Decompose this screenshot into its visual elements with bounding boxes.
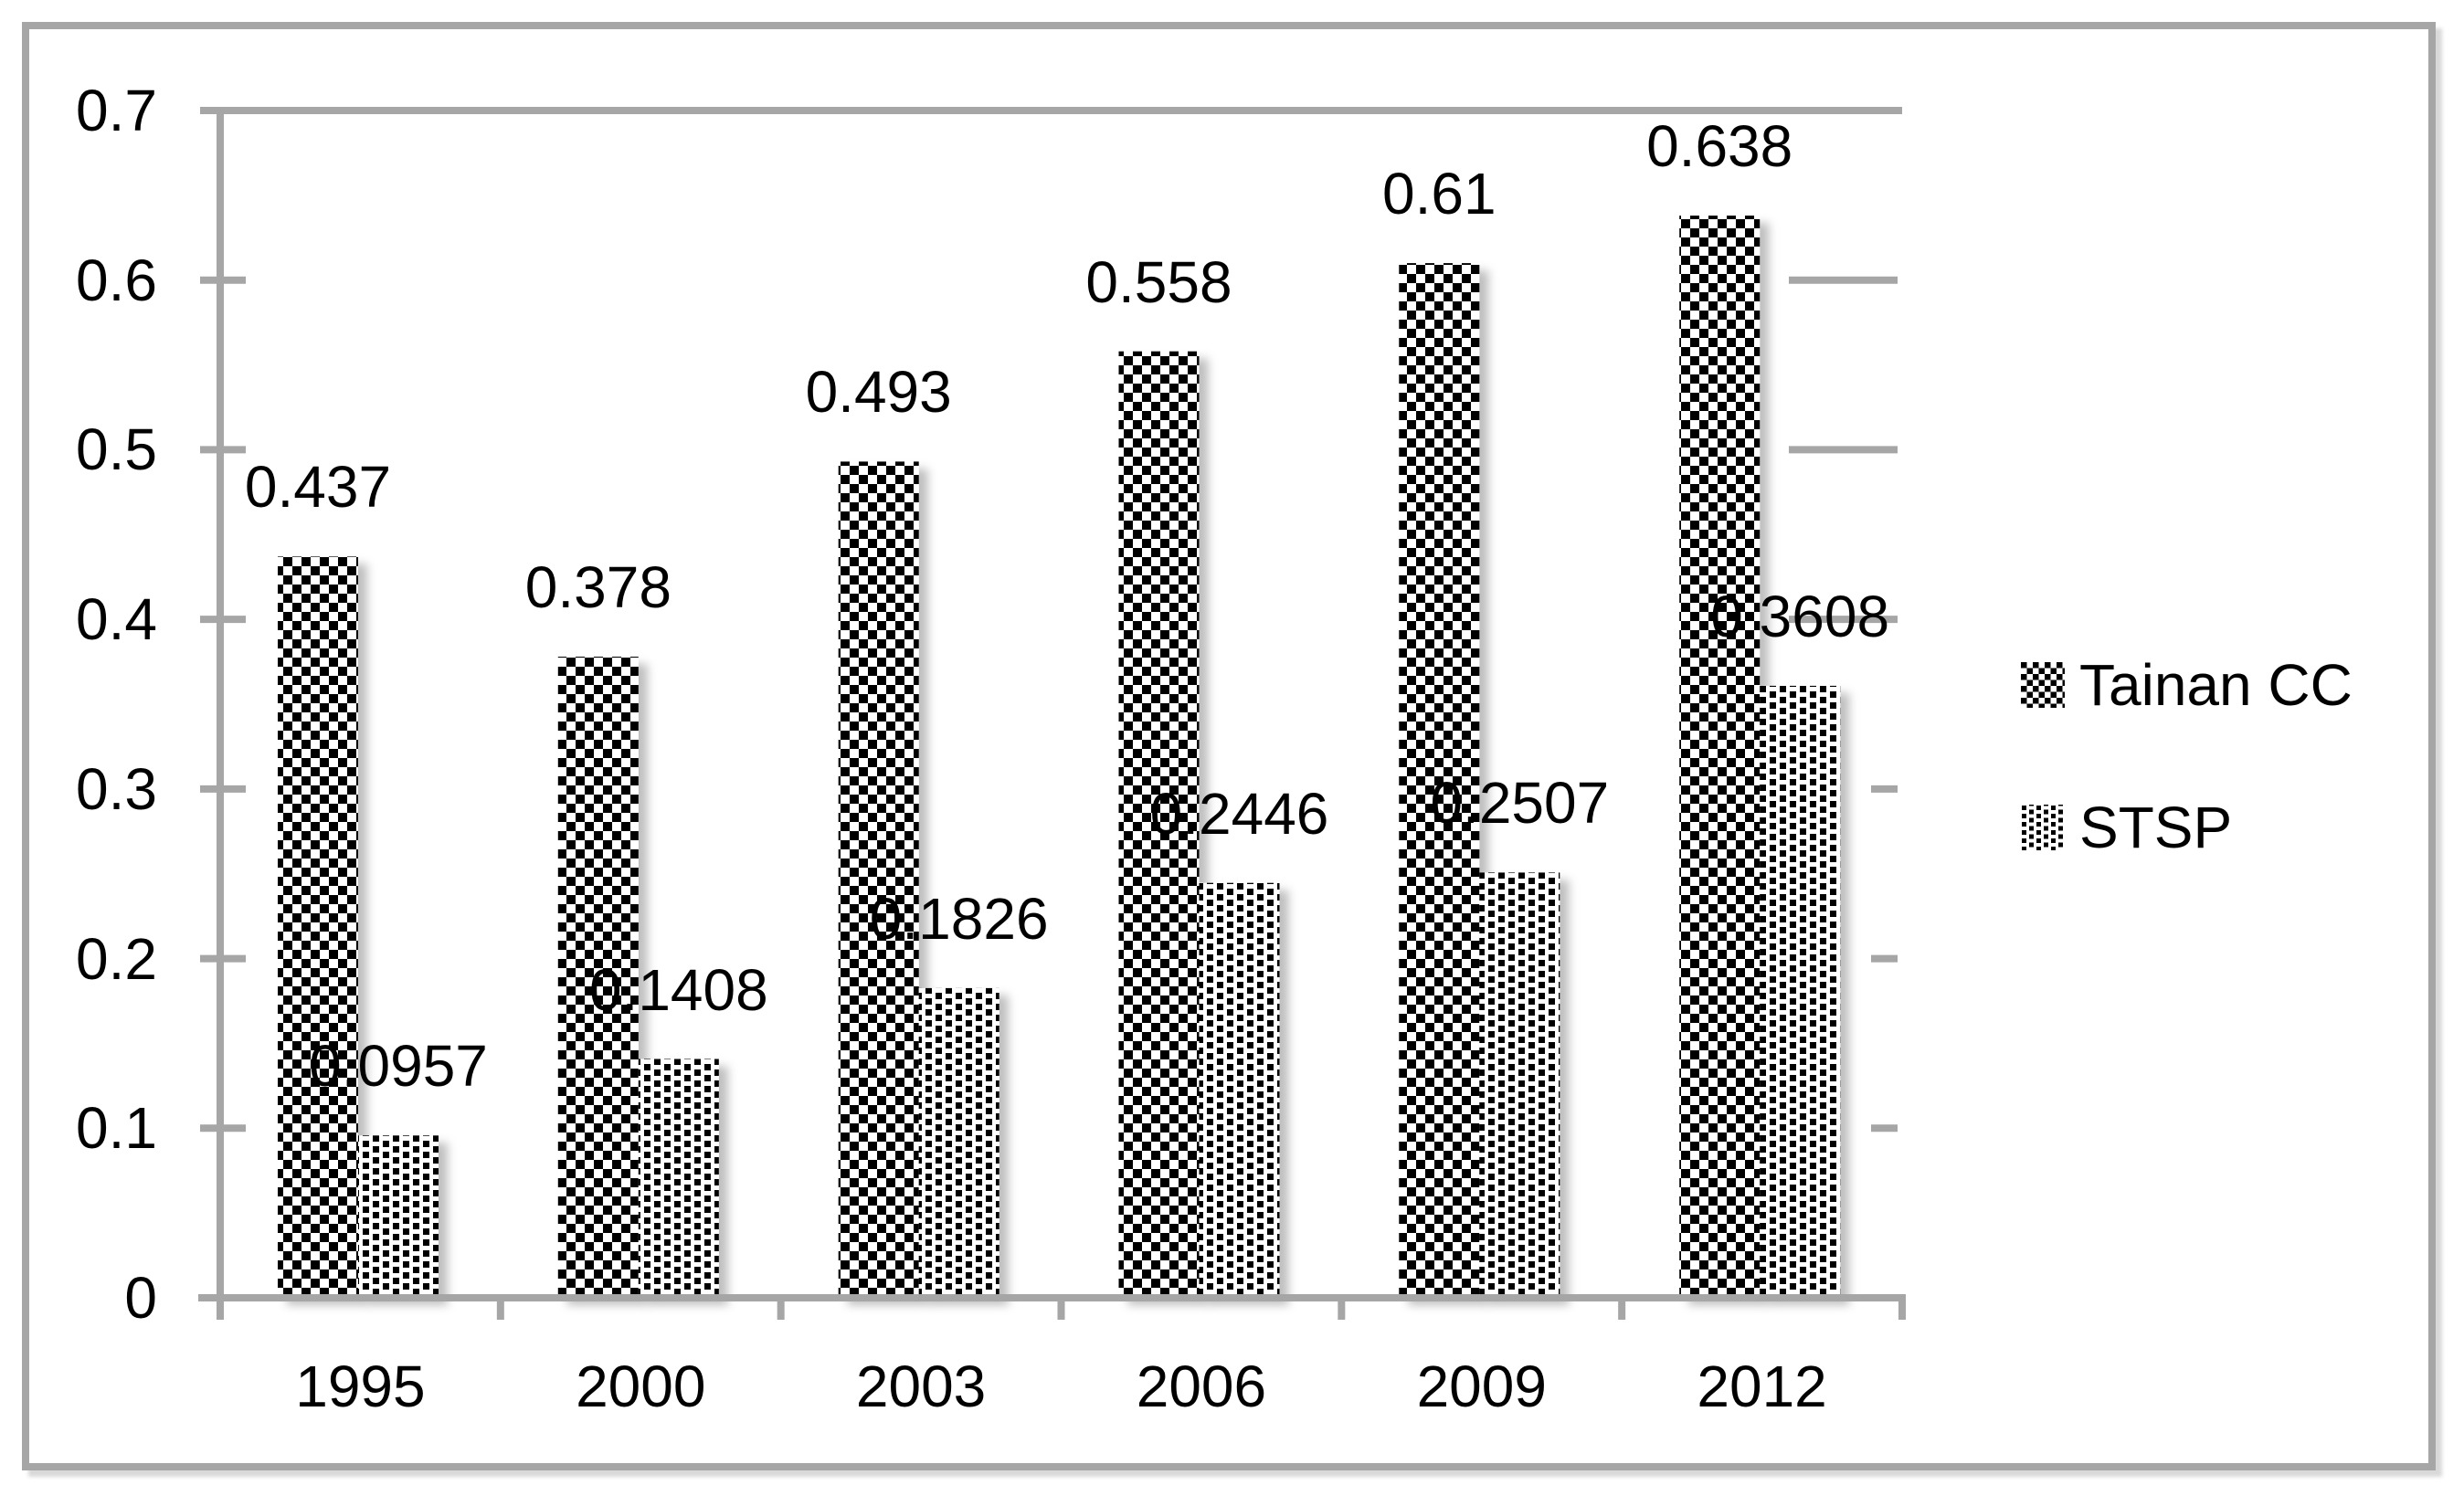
bar-tainan-cc-2012 [1679,216,1761,1299]
bar-stsp-2006 [1199,882,1280,1298]
bar-stsp-1995 [358,1135,439,1298]
bar-stsp-2012 [1760,685,1841,1298]
bar-tainan-cc-1995 [278,556,358,1298]
bar-tainan-cc-2003 [838,461,919,1298]
bar-stsp-2009 [1479,872,1560,1298]
bar-tainan-cc-2000 [557,657,639,1298]
bar-tainan-cc-2006 [1118,351,1200,1299]
bar-stsp-2000 [638,1059,719,1298]
bars-group [278,216,1841,1299]
axes-group [198,107,1906,1320]
bar-tainan-cc-2009 [1399,263,1480,1299]
figure-border [22,22,2436,1470]
bar-stsp-2003 [918,987,999,1298]
